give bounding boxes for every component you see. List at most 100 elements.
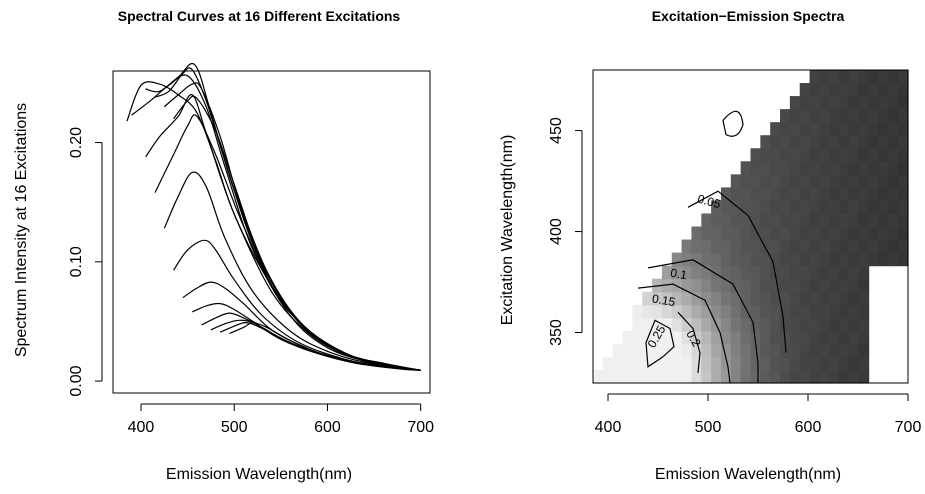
- heatmap-cell: [632, 343, 643, 358]
- left-x-tick-label: 600: [314, 419, 341, 436]
- heatmap-cell: [878, 109, 889, 123]
- spectral-curve-16: [229, 321, 421, 371]
- heatmap-cell: [888, 135, 899, 149]
- heatmap-cell: [898, 96, 909, 110]
- heatmap-cell: [829, 109, 840, 123]
- heatmap-cell: [701, 317, 712, 332]
- heatmap-cell: [760, 239, 771, 254]
- heatmap-cell: [858, 83, 870, 97]
- heatmap-cell: [839, 213, 850, 228]
- heatmap-cell: [671, 369, 683, 384]
- heatmap-cell: [642, 369, 653, 384]
- heatmap-cell: [780, 356, 791, 371]
- heatmap-cell: [799, 226, 811, 241]
- left-chart-title: Spectral Curves at 16 Different Excitati…: [117, 8, 401, 24]
- spectral-curve-13: [201, 312, 421, 371]
- heatmap-cell: [701, 239, 712, 254]
- heatmap-cell: [602, 369, 614, 384]
- heatmap-cell: [780, 369, 791, 384]
- heatmap-cell: [720, 317, 732, 332]
- heatmap-cell: [839, 174, 850, 188]
- heatmap-cell: [809, 226, 820, 241]
- heatmap-cell: [829, 356, 840, 371]
- heatmap-cell: [789, 239, 801, 254]
- heatmap-cell: [799, 200, 811, 215]
- heatmap-cell: [780, 265, 791, 280]
- heatmap-cell: [888, 96, 899, 110]
- heatmap-cell: [829, 252, 840, 267]
- heatmap-cell: [740, 356, 752, 371]
- heatmap-cell: [770, 187, 781, 202]
- heatmap-cell: [839, 239, 850, 254]
- heatmap-cell: [888, 174, 899, 188]
- heatmap-cell: [829, 317, 840, 332]
- heatmap-cell: [858, 122, 870, 136]
- heatmap-cell: [839, 83, 850, 97]
- heatmap-cell: [868, 187, 880, 202]
- heatmap-cell: [809, 265, 820, 280]
- heatmap-cell: [898, 135, 909, 149]
- heatmap-cell: [760, 343, 771, 358]
- heatmap-cell: [671, 343, 683, 358]
- heatmap-cell: [780, 122, 791, 136]
- heatmap-cell: [858, 161, 870, 175]
- heatmap-cell: [839, 356, 850, 371]
- heatmap-cell: [720, 330, 732, 345]
- heatmap-cell: [691, 330, 702, 345]
- heatmap-cell: [770, 278, 781, 293]
- heatmap-cell: [780, 213, 791, 228]
- heatmap-cell: [858, 317, 870, 332]
- heatmap-cell: [780, 200, 791, 215]
- heatmap-cell: [878, 70, 889, 84]
- heatmap-cell: [760, 291, 771, 306]
- heatmap-cell: [789, 135, 801, 149]
- heatmap-cell: [829, 265, 840, 280]
- heatmap-cell: [760, 187, 771, 202]
- heatmap-cell: [789, 278, 801, 293]
- heatmap-cell: [848, 369, 860, 384]
- heatmap-cell: [711, 278, 722, 293]
- heatmap-cell: [858, 265, 870, 280]
- heatmap-cell: [829, 213, 840, 228]
- heatmap-cell: [671, 291, 683, 306]
- heatmap-cell: [681, 239, 693, 254]
- heatmap-cell: [809, 330, 820, 345]
- heatmap-cell: [789, 96, 801, 110]
- heatmap-cell: [730, 239, 742, 254]
- heatmap-cell: [612, 356, 624, 371]
- heatmap-cell: [799, 135, 811, 149]
- heatmap-cell: [671, 317, 683, 332]
- contour-loop: [722, 110, 744, 137]
- heatmap-cell: [809, 369, 820, 384]
- heatmap-cell: [799, 317, 811, 332]
- heatmap-cell: [848, 148, 860, 162]
- heatmap-cell: [632, 330, 643, 345]
- heatmap-cell: [789, 265, 801, 280]
- heatmap-cell: [730, 200, 742, 215]
- heatmap-cell: [740, 239, 752, 254]
- heatmap-cell: [701, 291, 712, 306]
- heatmap-cell: [809, 356, 820, 371]
- heatmap-cell: [691, 317, 702, 332]
- heatmap-cell: [780, 174, 791, 188]
- heatmap-cell: [829, 291, 840, 306]
- heatmap-cell: [848, 304, 860, 319]
- heatmap-cell: [858, 96, 870, 110]
- heatmap-cell: [711, 304, 722, 319]
- heatmap-cell: [829, 96, 840, 110]
- heatmap-cell: [740, 174, 752, 188]
- heatmap-cell: [868, 239, 880, 254]
- heatmap-cell: [848, 213, 860, 228]
- heatmap-cell: [839, 252, 850, 267]
- heatmap-cell: [652, 356, 663, 371]
- heatmap-cell: [770, 226, 781, 241]
- heatmap-cell: [691, 239, 702, 254]
- heatmap-cell: [711, 226, 722, 241]
- heatmap-cell: [770, 304, 781, 319]
- heatmap-cell: [898, 200, 909, 215]
- heatmap-cell: [809, 200, 820, 215]
- heatmap-cell: [750, 291, 761, 306]
- heatmap-cell: [878, 96, 889, 110]
